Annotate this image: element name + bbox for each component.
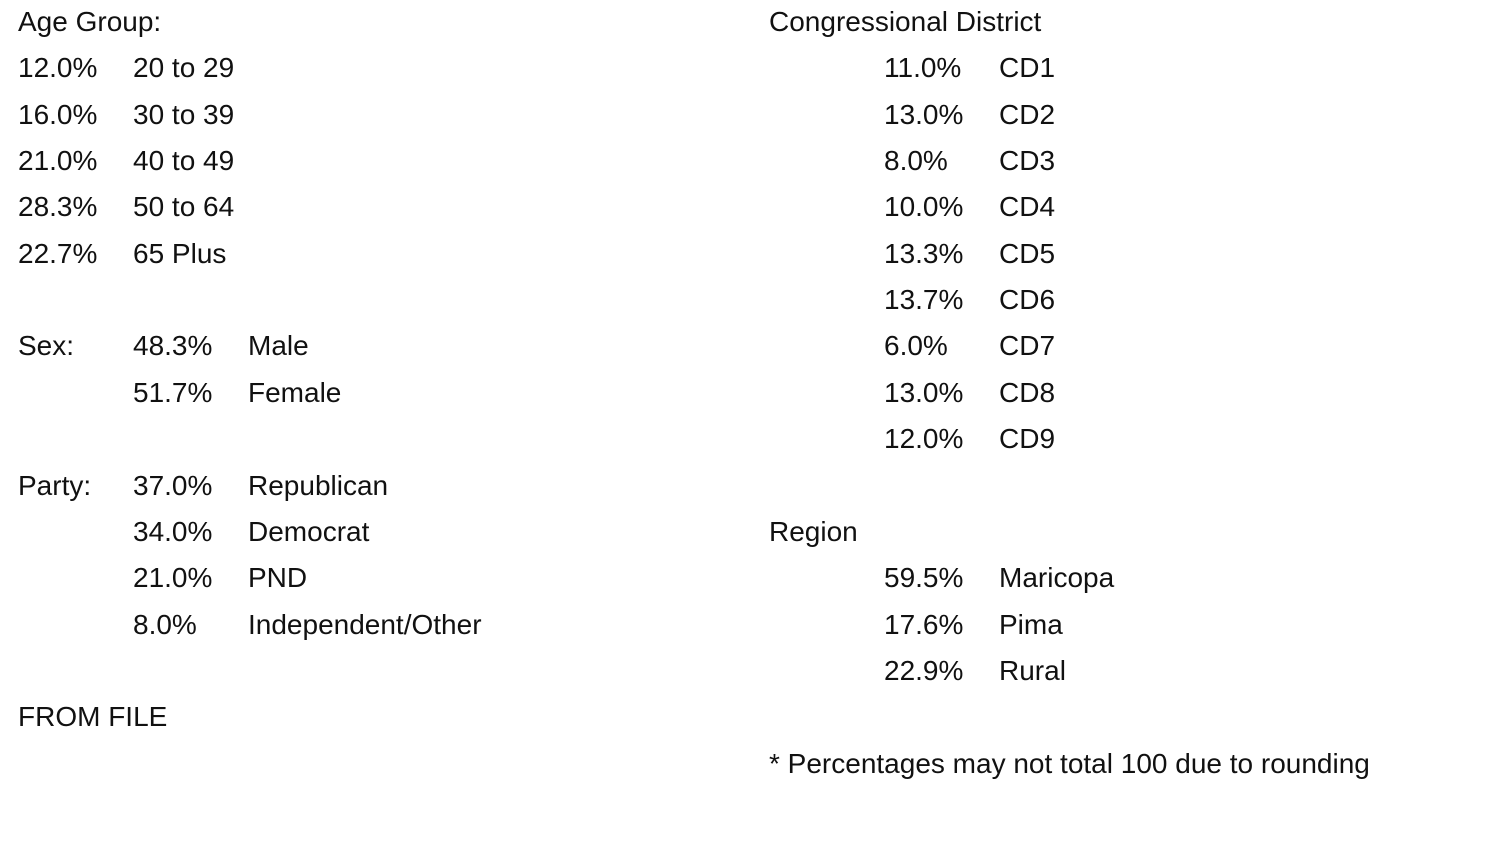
- row-label: PND: [248, 562, 308, 594]
- row-label: 40 to 49: [133, 145, 235, 177]
- percentage: 12.0%: [884, 423, 964, 455]
- row-label: 50 to 64: [133, 191, 235, 223]
- row-label: Male: [248, 330, 309, 362]
- row-label: Republican: [248, 469, 389, 501]
- row-label: CD7: [999, 330, 1056, 362]
- percentage: 34.0%: [133, 515, 213, 547]
- row-label: CD2: [999, 98, 1056, 130]
- percentage: 28.3%: [18, 191, 98, 223]
- row-label: Democrat: [248, 515, 370, 547]
- percentage: 12.0%: [18, 52, 98, 84]
- section-label: Sex:: [18, 330, 75, 362]
- percentage: 13.7%: [884, 284, 964, 316]
- row-label: CD5: [999, 237, 1056, 269]
- row-label: Pima: [999, 608, 1063, 640]
- row-label: CD4: [999, 191, 1056, 223]
- note: FROM FILE: [18, 701, 168, 733]
- percentage: 17.6%: [884, 608, 964, 640]
- percentage: 8.0%: [884, 145, 948, 177]
- section-label: Age Group:: [18, 6, 162, 37]
- percentage: 8.0%: [133, 608, 197, 640]
- percentage: 10.0%: [884, 191, 964, 223]
- section-label: Region: [769, 515, 858, 547]
- percentage: 48.3%: [133, 330, 213, 362]
- row-label: CD9: [999, 423, 1056, 455]
- percentage: 21.0%: [133, 562, 213, 594]
- percentage: 22.9%: [884, 654, 964, 686]
- percentage: 6.0%: [884, 330, 948, 362]
- percentage: 37.0%: [133, 469, 213, 501]
- row-label: CD6: [999, 284, 1056, 316]
- section-label: Party:: [18, 469, 92, 501]
- percentage: 13.0%: [884, 98, 964, 130]
- row-label: Female: [248, 376, 342, 408]
- row-label: CD3: [999, 145, 1056, 177]
- percentage: 13.0%: [884, 376, 964, 408]
- section-label: Congressional District: [769, 6, 1042, 37]
- percentage: 22.7%: [18, 237, 98, 269]
- row-label: CD1: [999, 52, 1056, 84]
- percentage: 13.3%: [884, 237, 964, 269]
- percentage: 21.0%: [18, 145, 98, 177]
- percentage: 59.5%: [884, 562, 964, 594]
- row-label: Independent/Other: [248, 608, 482, 640]
- row-label: 65 Plus: [133, 237, 227, 269]
- row-label: 20 to 29: [133, 52, 235, 84]
- footnote: * Percentages may not total 100 due to r…: [769, 747, 1370, 779]
- row-label: Rural: [999, 654, 1066, 686]
- row-label: CD8: [999, 376, 1056, 408]
- row-label: Maricopa: [999, 562, 1115, 594]
- percentage: 16.0%: [18, 98, 98, 130]
- row-label: 30 to 39: [133, 98, 235, 130]
- percentage: 51.7%: [133, 376, 213, 408]
- percentage: 11.0%: [884, 52, 962, 84]
